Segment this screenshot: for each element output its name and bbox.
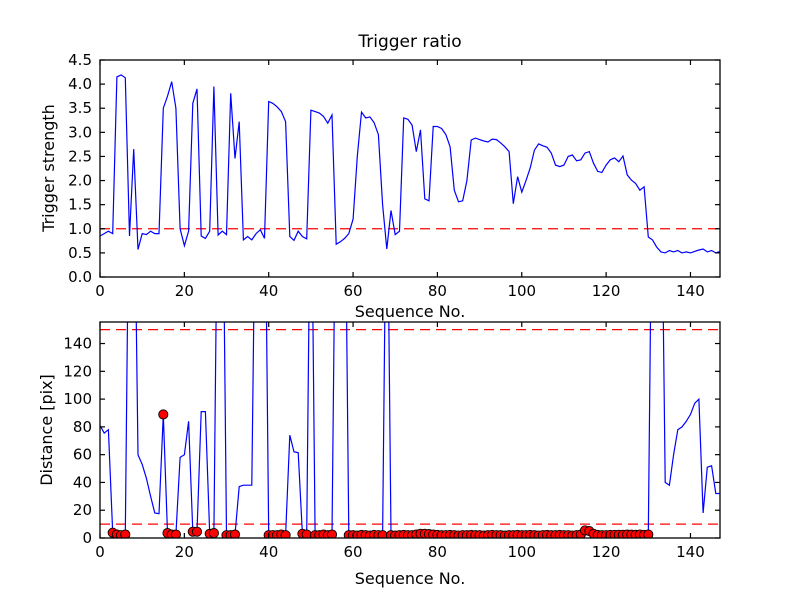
x-tick-label: 100 (507, 543, 536, 561)
x-tick-label: 140 (676, 282, 705, 300)
x-tick-label: 0 (95, 543, 105, 561)
x-tick-label: 60 (344, 282, 363, 300)
y-tick-label: 40 (73, 473, 92, 491)
bottom-subplot: 0 20 40 60 80 100 120 140 0 20 40 60 80 100 120 140 (63, 321, 721, 561)
y-tick-label: 80 (73, 418, 92, 436)
y-tick-label: 1.5 (68, 196, 92, 214)
x-tick-label: 0 (95, 282, 105, 300)
y-tick-label: 0.5 (68, 244, 92, 262)
matched-frame-dot (326, 529, 338, 538)
y-tick-label: 2.0 (68, 172, 92, 190)
axes-frame (99, 321, 721, 539)
axes-background (100, 322, 720, 538)
x-tick-label: 40 (259, 282, 278, 300)
y-tick-label: 0.0 (68, 268, 92, 286)
top-subplot: 0 20 40 60 80 100 120 140 0.0 0.5 1.0 1.5 2.0 2.5 3.0 3… (68, 51, 721, 300)
x-tick-label: 60 (344, 543, 363, 561)
matched-frame-dot (229, 529, 241, 538)
matched-frame-dot (280, 530, 291, 538)
y-tick-label: 140 (63, 335, 92, 353)
y-tick-label: 120 (63, 362, 92, 380)
y-tick-label: 60 (73, 446, 92, 464)
y-tick-label: 20 (73, 501, 92, 519)
top-x-axis-label: Sequence No. (355, 302, 466, 321)
top-y-axis-label: Trigger strength (39, 104, 58, 233)
y-tick-label: 100 (63, 390, 92, 408)
x-tick-label: 80 (428, 543, 447, 561)
y-tick-label: 4.0 (68, 75, 92, 93)
x-tick-label: 120 (592, 282, 621, 300)
x-tick-label: 120 (592, 543, 621, 561)
y-tick-label: 4.5 (68, 51, 92, 69)
x-tick-label: 40 (259, 543, 278, 561)
top-plot-title: Trigger ratio (357, 32, 461, 52)
x-tick-label: 140 (676, 543, 705, 561)
data-line (99, 74, 721, 254)
x-tick-label: 80 (428, 282, 447, 300)
axes-frame (99, 59, 721, 278)
matched-frame-dot (208, 528, 219, 538)
matched-frame-dot (643, 529, 654, 538)
y-tick-label: 2.5 (68, 147, 92, 165)
x-tick-label: 20 (175, 282, 194, 300)
y-tick-label: 3.0 (68, 123, 92, 141)
matched-frame-dot (191, 526, 203, 537)
y-tick-label: 3.5 (68, 99, 92, 117)
x-tick-label: 100 (507, 282, 536, 300)
y-tick-label: 0 (82, 529, 92, 547)
matched-frame-dot (170, 529, 181, 538)
axes-background (100, 60, 720, 277)
y-tick-label: 1.0 (68, 220, 92, 238)
x-tick-label: 20 (175, 543, 194, 561)
bottom-x-axis-label: Sequence No. (355, 569, 466, 588)
bottom-y-axis-label: Distance [pix] (37, 374, 56, 486)
matched-frame-dot (120, 529, 131, 538)
matched-frame-dot (158, 409, 169, 420)
